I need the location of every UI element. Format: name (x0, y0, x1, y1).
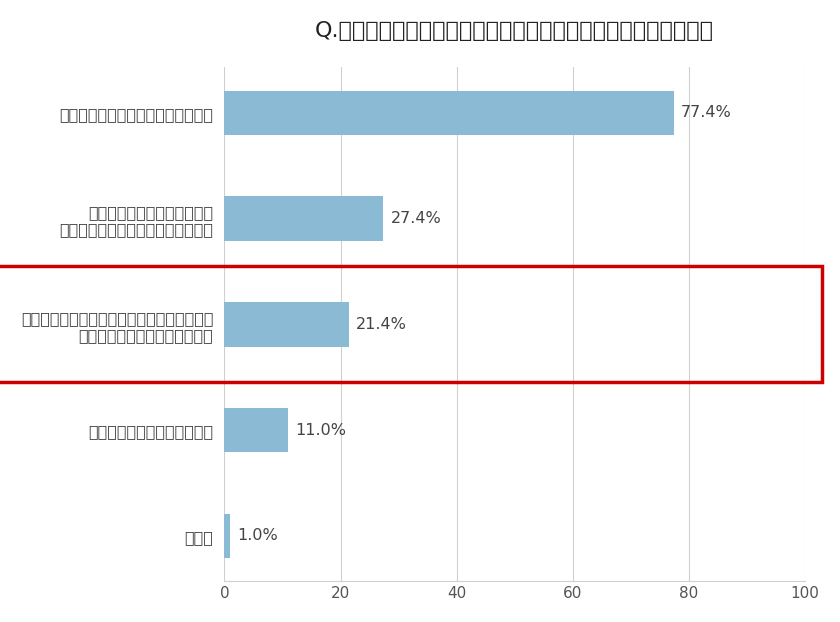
Bar (224, 408, 288, 452)
Text: 77.4%: 77.4% (680, 106, 732, 121)
Text: 21.4%: 21.4% (355, 317, 407, 332)
Text: 27.4%: 27.4% (391, 211, 441, 226)
Bar (224, 514, 230, 558)
Title: Q.梅雨時期の食材購入について、あてはまることはありますか。: Q.梅雨時期の食材購入について、あてはまることはありますか。 (315, 21, 714, 41)
Text: 11.0%: 11.0% (295, 422, 346, 437)
Bar (224, 197, 383, 241)
Bar (224, 302, 349, 346)
Bar (0, 266, 822, 383)
Text: 1.0%: 1.0% (237, 528, 278, 543)
Bar (224, 91, 674, 135)
